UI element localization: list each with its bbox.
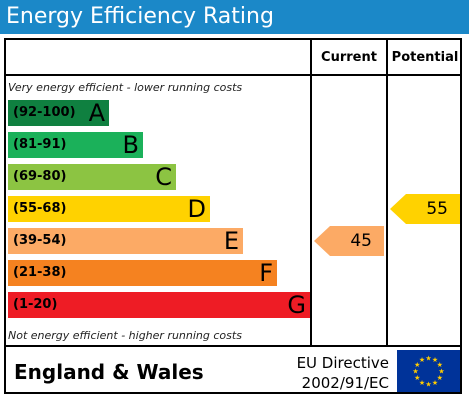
band-range-label: (81-91) xyxy=(13,137,67,152)
divider-current xyxy=(310,38,312,346)
eu-directive-line1: EU Directive xyxy=(296,354,389,372)
band-range-label: (39-54) xyxy=(13,233,67,248)
band-letter: D xyxy=(187,195,206,223)
band-range-label: (69-80) xyxy=(13,169,67,184)
column-header-potential: Potential xyxy=(391,50,459,65)
chart-title: Energy Efficiency Rating xyxy=(6,4,274,29)
band-e: (39-54) E xyxy=(8,227,243,255)
header-separator xyxy=(4,74,462,76)
arrow-body xyxy=(314,226,384,256)
band-letter: C xyxy=(155,163,172,191)
eu-star-icon: ★ xyxy=(437,361,443,369)
eu-flag-icon: ★ ★★★★★★★★★★★ xyxy=(397,350,460,392)
band-a: (92-100) A xyxy=(8,99,109,127)
current-arrow-shape xyxy=(314,226,384,256)
footer-separator xyxy=(4,345,462,347)
band-letter: G xyxy=(287,291,306,319)
band-range-label: (55-68) xyxy=(13,201,67,216)
eu-star-icon: ★ xyxy=(414,361,420,369)
band-c: (69-80) C xyxy=(8,163,176,191)
eu-star-icon: ★ xyxy=(432,356,438,364)
eu-star-icon: ★ xyxy=(414,374,420,382)
title-bar: Energy Efficiency Rating xyxy=(0,0,469,34)
band-range-label: (92-100) xyxy=(13,105,76,120)
band-letter: F xyxy=(259,259,273,287)
potential-rating-arrow: 55 xyxy=(390,194,460,224)
eu-star-icon: ★ xyxy=(438,368,444,376)
eu-star-icon: ★ xyxy=(412,368,418,376)
potential-rating-value: 55 xyxy=(426,199,448,219)
divider-potential xyxy=(386,38,388,346)
band-range-label: (21-38) xyxy=(13,265,67,280)
footer-region: England & Wales xyxy=(14,360,204,384)
band-b: (81-91) B xyxy=(8,131,143,159)
eu-star-icon: ★ xyxy=(419,356,425,364)
eu-flag-background xyxy=(397,350,460,392)
eu-directive-line2: 2002/91/EC xyxy=(301,374,389,392)
potential-arrow-shape xyxy=(390,194,460,224)
eu-star-icon: ★ xyxy=(425,381,431,389)
current-rating-value: 45 xyxy=(350,231,372,251)
note-top: Very energy efficient - lower running co… xyxy=(8,81,243,94)
rating-frame xyxy=(4,38,462,394)
eu-star-icon: ★ xyxy=(425,355,431,363)
eu-star-icon: ★ xyxy=(419,379,425,387)
band-g: (1-20) G xyxy=(8,291,310,319)
band-f: (21-38) F xyxy=(8,259,277,287)
band-letter: E xyxy=(223,227,239,255)
arrow-body xyxy=(390,194,460,224)
eu-star-icon: ★ xyxy=(437,374,443,382)
band-d: (55-68) D xyxy=(8,195,210,223)
band-letter: B xyxy=(122,131,139,159)
band-letter: A xyxy=(88,99,105,127)
note-bottom: Not energy efficient - higher running co… xyxy=(8,329,242,342)
band-range-label: (1-20) xyxy=(13,297,58,312)
current-rating-arrow: 45 xyxy=(314,226,384,256)
eu-star-icon: ★ xyxy=(432,379,438,387)
column-header-current: Current xyxy=(321,50,377,65)
